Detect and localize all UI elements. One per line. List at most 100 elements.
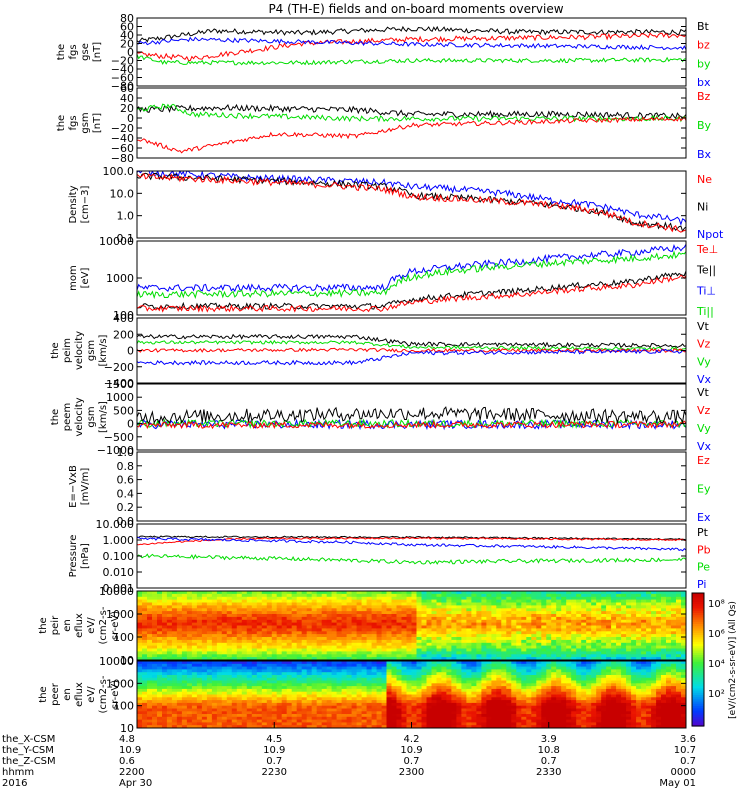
heatmap-cell	[196, 688, 203, 693]
heatmap-cell	[426, 599, 433, 604]
heatmap-cell	[231, 614, 238, 618]
heatmap-cell	[411, 714, 418, 718]
heatmap-cell	[641, 591, 647, 595]
heatmap-cell	[371, 705, 378, 710]
heatmap-cell	[321, 661, 328, 665]
heatmap-cell	[271, 591, 278, 595]
heatmap-cell	[516, 625, 522, 629]
heatmap-cell	[166, 722, 173, 726]
heatmap-cell	[241, 705, 248, 710]
heatmap-cell	[256, 686, 263, 690]
heatmap-cell	[162, 599, 168, 604]
heatmap-cell	[391, 688, 398, 693]
heatmap-cell	[221, 639, 228, 644]
heatmap-cell	[481, 605, 487, 609]
heatmap-cell	[456, 631, 462, 635]
heatmap-cell	[671, 642, 677, 647]
heatmap-cell	[201, 669, 208, 673]
heatmap-cell	[546, 619, 552, 624]
heatmap-cell	[636, 657, 642, 660]
heatmap-cell	[371, 614, 378, 618]
heatmap-cell	[152, 714, 158, 718]
heatmap-cell	[556, 637, 562, 641]
heatmap-cell	[421, 661, 428, 665]
heatmap-cell	[486, 669, 492, 673]
heatmap-cell	[181, 711, 188, 715]
heatmap-cell	[661, 639, 667, 644]
heatmap-cell	[401, 719, 408, 723]
heatmap-cell	[256, 722, 263, 726]
heatmap-cell	[291, 625, 298, 629]
heatmap-cell	[396, 705, 403, 710]
y-axis-label: sr-eV)	[110, 611, 121, 640]
heatmap-cell	[516, 645, 522, 650]
heatmap-cell	[381, 616, 388, 621]
heatmap-cell	[681, 634, 686, 638]
heatmap-cell	[566, 631, 572, 635]
heatmap-cell	[356, 691, 363, 696]
heatmap-cell	[371, 714, 378, 718]
heatmap-cell	[651, 614, 657, 618]
heatmap-cell	[142, 716, 148, 721]
heatmap-cell	[147, 688, 153, 693]
heatmap-cell	[521, 654, 527, 658]
heatmap-cell	[421, 697, 428, 701]
heatmap-cell	[336, 631, 343, 635]
heatmap-cell	[181, 697, 188, 701]
heatmap-cell	[521, 666, 527, 670]
heatmap-cell	[486, 691, 492, 696]
heatmap-cell	[636, 593, 642, 598]
heatmap-cell	[171, 637, 178, 641]
heatmap-cell	[476, 591, 482, 595]
heatmap-cell	[401, 605, 408, 609]
heatmap-cell	[421, 702, 428, 707]
heatmap-cell	[137, 611, 143, 615]
heatmap-cell	[446, 691, 452, 696]
heatmap-cell	[566, 616, 572, 621]
heatmap-cell	[296, 642, 303, 647]
series-line	[137, 244, 686, 293]
heatmap-cell	[221, 593, 228, 598]
heatmap-cell	[531, 651, 537, 655]
heatmap-cell	[181, 657, 188, 660]
heatmap-cell	[561, 614, 567, 618]
heatmap-cell	[556, 697, 562, 701]
heatmap-cell	[526, 654, 532, 658]
y-tick-label: −500	[104, 431, 134, 444]
heatmap-cell	[516, 697, 522, 701]
heatmap-cell	[486, 599, 492, 604]
heatmap-cell	[401, 694, 408, 698]
heatmap-cell	[281, 634, 288, 638]
heatmap-cell	[401, 622, 408, 627]
heatmap-cell	[226, 596, 233, 601]
heatmap-cell	[571, 608, 577, 612]
heatmap-cell	[521, 675, 527, 679]
heatmap-cell	[426, 716, 433, 721]
heatmap-cell	[471, 599, 477, 604]
heatmap-cell	[661, 591, 667, 595]
heatmap-cell	[261, 675, 268, 679]
heatmap-cell	[606, 645, 612, 650]
heatmap-cell	[596, 614, 602, 618]
heatmap-cell	[321, 645, 328, 650]
heatmap-cell	[152, 694, 158, 698]
heatmap-cell	[381, 628, 388, 632]
heatmap-cell	[186, 663, 193, 668]
heatmap-cell	[391, 611, 398, 615]
heatmap-cell	[471, 677, 477, 682]
heatmap-cell	[371, 639, 378, 644]
heatmap-cell	[366, 666, 373, 670]
heatmap-cell	[511, 628, 517, 632]
heatmap-cell	[461, 625, 467, 629]
heatmap-cell	[241, 642, 248, 647]
heatmap-cell	[411, 697, 418, 701]
heatmap-cell	[137, 708, 143, 712]
heatmap-cell	[586, 602, 592, 606]
heatmap-cell	[511, 608, 517, 612]
heatmap-cell	[221, 705, 228, 710]
heatmap-cell	[361, 711, 368, 715]
heatmap-cell	[401, 648, 408, 652]
heatmap-cell	[371, 675, 378, 679]
heatmap-cell	[386, 686, 393, 690]
heatmap-cell	[152, 648, 158, 652]
